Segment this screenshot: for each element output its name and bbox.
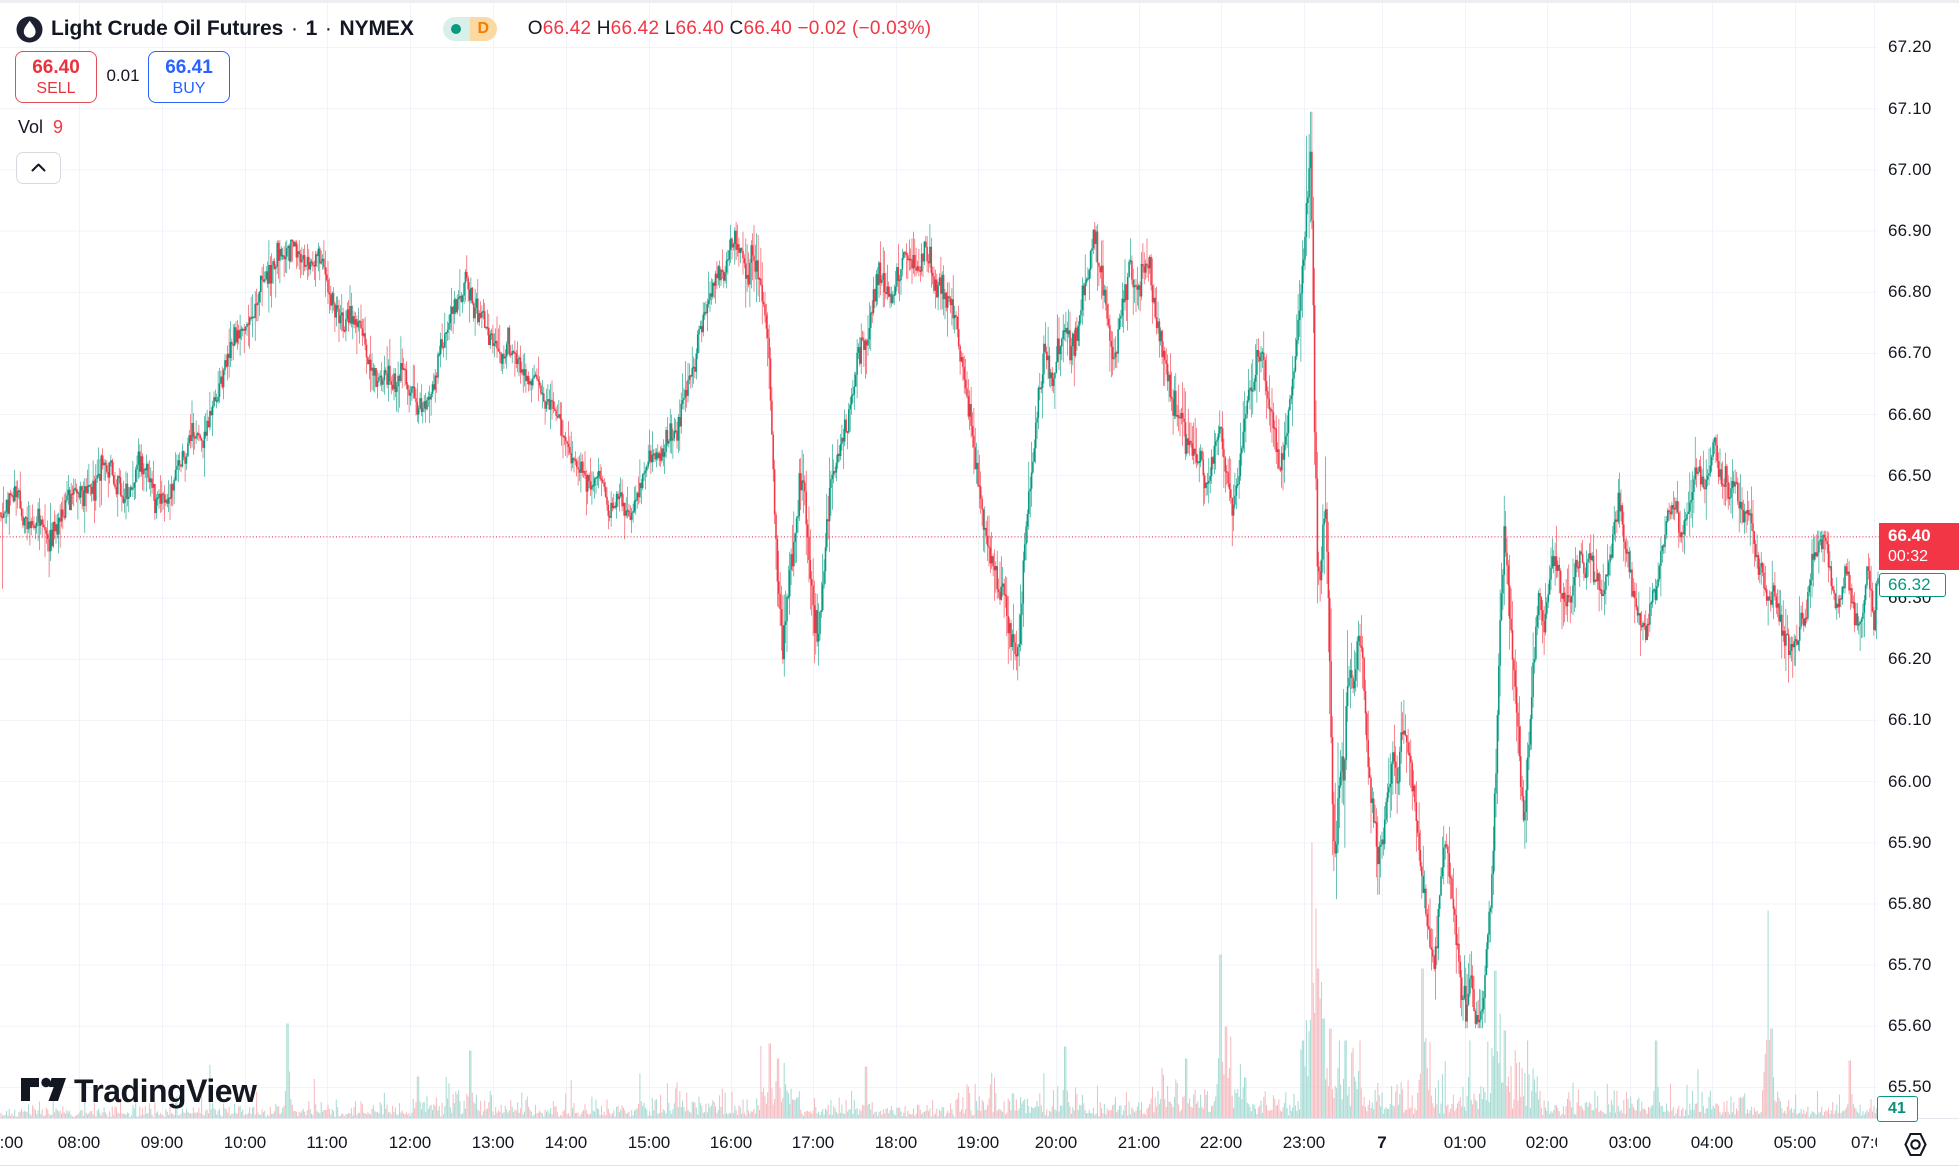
svg-text:TradingView: TradingView [74, 1074, 257, 1109]
